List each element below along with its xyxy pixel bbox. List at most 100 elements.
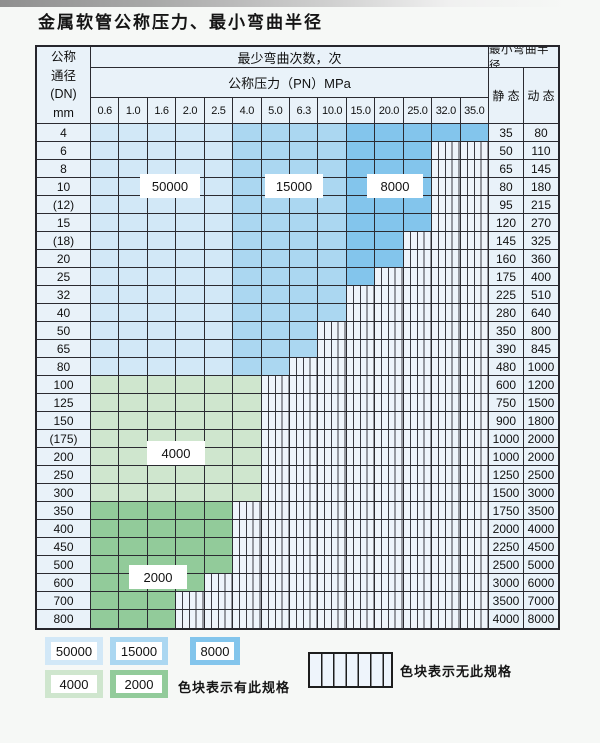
no-spec-cell [460,502,489,520]
pressure-col-header: 4.0 [233,98,262,124]
no-spec-cell [375,340,404,358]
no-spec-cell [460,286,489,304]
spec-cell [204,196,234,214]
no-spec-cell [460,232,489,250]
spec-cell [176,340,205,358]
spec-cell [176,196,205,214]
no-spec-cell [204,592,234,610]
dynamic-value-cell: 5000 [524,556,558,574]
spec-cell [204,124,234,142]
no-spec-cell [403,430,433,448]
cycles-label-8000: 8000 [368,175,422,197]
spec-cell [204,286,234,304]
spec-cell [147,304,177,322]
no-spec-cell [261,448,290,466]
spec-cell [318,124,347,142]
no-spec-cell [403,394,433,412]
spec-cell [147,340,177,358]
spec-cell [176,124,205,142]
no-spec-cell [318,394,347,412]
no-spec-cell [375,394,404,412]
spec-cell [147,484,177,502]
spec-cell [147,412,177,430]
spec-cell [233,196,262,214]
dn-cell: 10 [37,178,91,196]
no-spec-cell [318,358,347,376]
no-spec-cell [346,376,376,394]
no-spec-cell [233,538,262,556]
no-spec-cell [261,412,290,430]
no-spec-cell [432,574,461,592]
dynamic-value-cell: 1800 [524,412,558,430]
spec-cell [204,430,234,448]
pressure-col-header: 1.6 [147,98,177,124]
no-spec-cell [432,484,461,502]
static-value-cell: 1250 [489,466,524,484]
no-spec-cell [432,322,461,340]
no-spec-cell [318,466,347,484]
spec-cell [233,124,262,142]
no-spec-cell [261,556,290,574]
dn-cell: 100 [37,376,91,394]
static-value-cell: 1000 [489,448,524,466]
spec-cell [290,214,319,232]
spec-cell [204,538,234,556]
no-spec-cell [460,160,489,178]
spec-cell [119,412,148,430]
spec-cell [147,250,177,268]
spec-cell [91,538,120,556]
no-spec-cell [375,268,404,286]
static-value-cell: 95 [489,196,524,214]
static-value-cell: 350 [489,322,524,340]
dn-cell: 50 [37,322,91,340]
no-spec-cell [375,520,404,538]
min-bend-radius-header: 最小弯曲半径 [489,47,558,68]
spec-cell [91,286,120,304]
no-spec-cell [318,340,347,358]
dn-header-line: mm [53,105,74,120]
legend-swatch-2000: 2000 [110,670,168,698]
dynamic-value-cell: 8000 [524,610,558,628]
no-spec-cell [432,232,461,250]
static-value-cell: 600 [489,376,524,394]
no-spec-cell [318,520,347,538]
dynamic-value-cell: 2000 [524,430,558,448]
spec-cell [233,340,262,358]
dn-cell: 40 [37,304,91,322]
spec-cell [91,448,120,466]
spec-cell [318,160,347,178]
spec-cell [346,214,376,232]
pressure-col-header: 2.0 [176,98,205,124]
spec-cell [91,376,120,394]
pressure-col-header: 2.5 [204,98,234,124]
no-spec-cell [261,538,290,556]
no-spec-cell [403,268,433,286]
no-spec-cell [403,520,433,538]
spec-cell [119,394,148,412]
static-value-cell: 2250 [489,538,524,556]
dynamic-value-cell: 640 [524,304,558,322]
legend-no-spec-text: 色块表示无此规格 [400,664,513,679]
no-spec-cell [403,286,433,304]
spec-cell [346,250,376,268]
no-spec-cell [346,610,376,628]
spec-cell [147,466,177,484]
no-spec-cell [375,412,404,430]
spec-cell [403,142,433,160]
no-spec-cell [432,448,461,466]
no-spec-cell [403,592,433,610]
dynamic-value-cell: 3000 [524,484,558,502]
static-value-cell: 1500 [489,484,524,502]
static-value-cell: 4000 [489,610,524,628]
spec-cell [261,250,290,268]
spec-cell [318,178,347,196]
no-spec-cell [460,376,489,394]
spec-cell [91,592,120,610]
pressure-col-header: 15.0 [346,98,376,124]
no-spec-cell [403,358,433,376]
spec-cell [460,124,489,142]
spec-cell [204,394,234,412]
spec-cell [119,466,148,484]
no-spec-cell [290,574,319,592]
